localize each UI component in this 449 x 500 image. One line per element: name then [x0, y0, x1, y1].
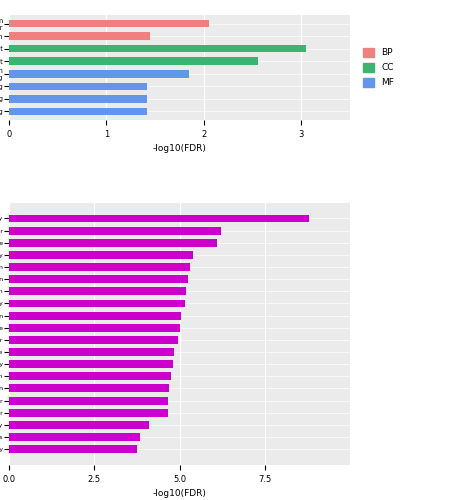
Bar [9, 58, 258, 65]
Bar [9, 32, 150, 40]
Bar [9, 445, 137, 453]
Bar [9, 409, 167, 416]
X-axis label: -log10(FDR): -log10(FDR) [153, 144, 207, 153]
Bar [9, 70, 189, 78]
Bar [9, 324, 180, 332]
Bar [9, 263, 190, 271]
Bar [9, 82, 147, 90]
Bar [9, 336, 178, 344]
Bar [9, 421, 149, 429]
X-axis label: -log10(FDR): -log10(FDR) [153, 490, 207, 498]
Bar [9, 348, 175, 356]
Bar [9, 108, 147, 115]
Bar [9, 95, 147, 102]
Bar [9, 214, 309, 222]
Bar [9, 239, 217, 246]
Bar [9, 396, 167, 404]
Bar [9, 384, 169, 392]
Bar [9, 251, 193, 259]
Bar [9, 45, 306, 52]
Bar [9, 300, 185, 308]
Bar [9, 288, 186, 296]
Bar [9, 20, 209, 28]
Bar [9, 275, 188, 283]
Bar [9, 360, 173, 368]
Bar [9, 372, 171, 380]
Bar [9, 312, 181, 320]
Bar [9, 433, 141, 441]
Legend: BP, CC, MF: BP, CC, MF [361, 46, 396, 89]
Bar [9, 226, 220, 234]
